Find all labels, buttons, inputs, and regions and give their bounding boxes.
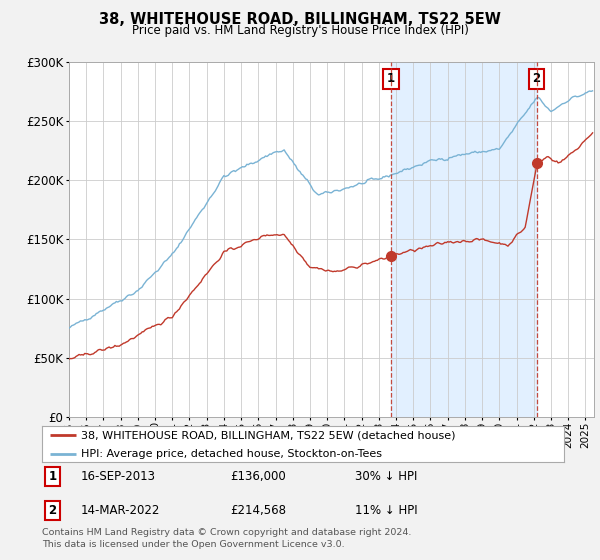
Text: 14-MAR-2022: 14-MAR-2022 — [81, 504, 161, 517]
Text: £214,568: £214,568 — [230, 504, 286, 517]
Text: 2: 2 — [533, 72, 541, 85]
Text: 2: 2 — [48, 504, 56, 517]
Text: £136,000: £136,000 — [230, 470, 286, 483]
Text: 38, WHITEHOUSE ROAD, BILLINGHAM, TS22 5EW: 38, WHITEHOUSE ROAD, BILLINGHAM, TS22 5E… — [99, 12, 501, 27]
Text: 1: 1 — [48, 470, 56, 483]
Text: Contains HM Land Registry data © Crown copyright and database right 2024.
This d: Contains HM Land Registry data © Crown c… — [42, 528, 412, 549]
Text: 30% ↓ HPI: 30% ↓ HPI — [355, 470, 418, 483]
Text: HPI: Average price, detached house, Stockton-on-Tees: HPI: Average price, detached house, Stoc… — [81, 449, 382, 459]
Text: 11% ↓ HPI: 11% ↓ HPI — [355, 504, 418, 517]
Text: 38, WHITEHOUSE ROAD, BILLINGHAM, TS22 5EW (detached house): 38, WHITEHOUSE ROAD, BILLINGHAM, TS22 5E… — [81, 431, 455, 440]
Text: 1: 1 — [387, 72, 395, 85]
Bar — [391, 62, 536, 417]
Text: 16-SEP-2013: 16-SEP-2013 — [81, 470, 156, 483]
Text: Price paid vs. HM Land Registry's House Price Index (HPI): Price paid vs. HM Land Registry's House … — [131, 24, 469, 36]
